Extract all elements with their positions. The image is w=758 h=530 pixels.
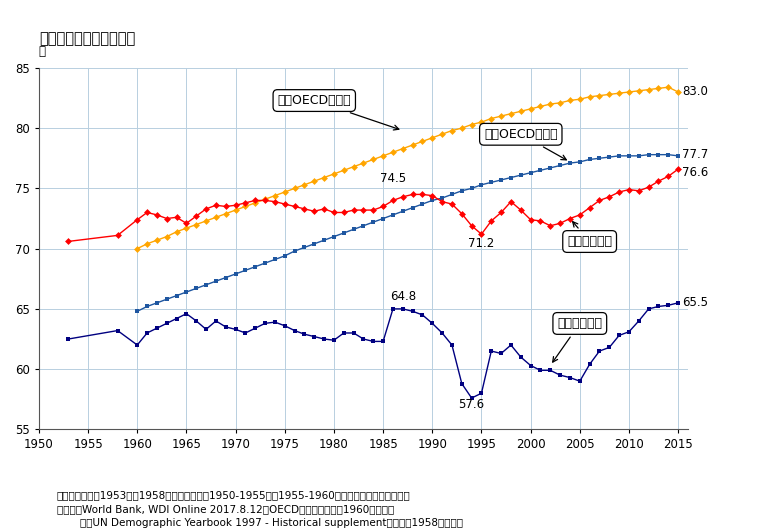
- Text: 65.5: 65.5: [682, 296, 708, 310]
- Text: 女（OECD平均）: 女（OECD平均）: [277, 94, 399, 130]
- Text: 歳: 歳: [39, 45, 46, 58]
- Text: 57.6: 57.6: [459, 399, 484, 411]
- Text: 71.2: 71.2: [468, 237, 494, 250]
- Text: ロシアの平均寿命の推移: ロシアの平均寿命の推移: [39, 31, 135, 46]
- Text: UN Demographic Yearbook 1997 - Historical supplement（ロシア1958年以前）: UN Demographic Yearbook 1997 - Historica…: [80, 518, 462, 528]
- Text: 男（OECD平均）: 男（OECD平均）: [484, 128, 566, 160]
- Text: 76.6: 76.6: [682, 166, 708, 179]
- Text: 77.7: 77.7: [682, 147, 708, 161]
- Text: 74.5: 74.5: [380, 172, 406, 185]
- Text: 男（ロシア）: 男（ロシア）: [553, 317, 603, 362]
- Text: （資料）World Bank, WDI Online 2017.8.12（OECD平均及びロシア1960年以降）: （資料）World Bank, WDI Online 2017.8.12（OEC…: [57, 505, 394, 515]
- Text: 83.0: 83.0: [682, 85, 708, 99]
- Text: （注）ロシアの1953年、1958は、それぞれ、1950-1955年、1955-1960年の国連推計数値である。: （注）ロシアの1953年、1958は、それぞれ、1950-1955年、1955-…: [57, 490, 411, 500]
- Text: 64.8: 64.8: [390, 290, 416, 303]
- Text: 女（ロシア）: 女（ロシア）: [567, 222, 612, 248]
